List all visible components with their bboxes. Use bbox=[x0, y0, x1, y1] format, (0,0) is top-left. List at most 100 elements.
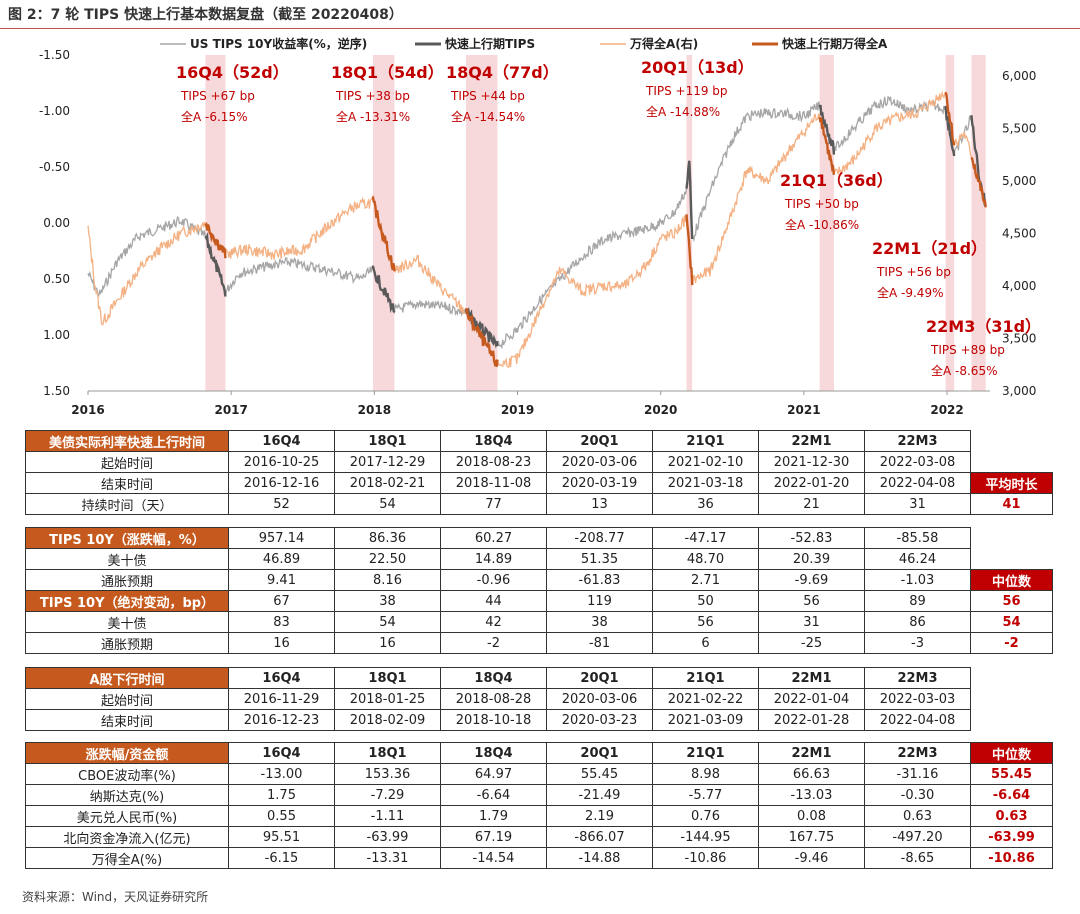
cell: -208.77 bbox=[546, 527, 653, 549]
cell: 67.19 bbox=[440, 826, 547, 848]
cell: -7.29 bbox=[334, 784, 441, 806]
period-col: 16Q4 bbox=[228, 667, 335, 689]
period-col: 18Q4 bbox=[440, 742, 547, 764]
tips-bp-header: TIPS 10Y（绝对变动，bp） bbox=[25, 590, 229, 612]
table3-header: A股下行时间 bbox=[25, 667, 229, 689]
annotation-title: 16Q4（52d） bbox=[176, 63, 289, 82]
wande-fast-segment bbox=[970, 156, 987, 208]
cell: -61.83 bbox=[546, 569, 653, 591]
table-row: 通胀预期 16 16 -2 -81 6 -25 -3 -2 bbox=[25, 632, 1053, 654]
cell: 957.14 bbox=[228, 527, 335, 549]
cell: -6.15 bbox=[228, 847, 335, 869]
cell: 9.41 bbox=[228, 569, 335, 591]
cell: 2016-10-25 bbox=[228, 451, 335, 473]
annotation-tips: TIPS +119 bp bbox=[645, 84, 728, 98]
cell: 2022-01-20 bbox=[758, 472, 865, 494]
shaded-period bbox=[372, 55, 395, 391]
x-tick-label: 2018 bbox=[358, 403, 391, 417]
cell: 2021-03-09 bbox=[652, 709, 759, 731]
cell: 167.75 bbox=[758, 826, 865, 848]
tips-fast-segment bbox=[371, 265, 396, 314]
table-row: 起始时间 2016-11-29 2018-01-25 2018-08-28 20… bbox=[25, 688, 971, 710]
period-col: 22M1 bbox=[758, 742, 865, 764]
cell: -25 bbox=[758, 632, 865, 654]
shaded-period bbox=[686, 55, 693, 391]
annotation-a-share: 全A -6.15% bbox=[181, 109, 247, 124]
annotation-tips: TIPS +67 bp bbox=[180, 89, 255, 103]
period-col: 20Q1 bbox=[546, 742, 653, 764]
cell: 2020-03-19 bbox=[546, 472, 653, 494]
table-row: 起始时间 2016-10-25 2017-12-29 2018-08-23 20… bbox=[25, 451, 1053, 473]
cell: 153.36 bbox=[334, 763, 441, 785]
source-note: 资料来源：Wind，天风证券研究所 bbox=[22, 890, 209, 904]
tips-pct-header: TIPS 10Y（涨跌幅，%） bbox=[25, 527, 229, 549]
cell: 52 bbox=[228, 493, 335, 515]
cell: -21.49 bbox=[546, 784, 653, 806]
cell: 2018-08-28 bbox=[440, 688, 547, 710]
cell: 2020-03-23 bbox=[546, 709, 653, 731]
median-header: 中位数 bbox=[970, 742, 1053, 764]
cell: 20.39 bbox=[758, 548, 865, 570]
cell: 60.27 bbox=[440, 527, 547, 549]
median-value: -10.86 bbox=[970, 847, 1053, 869]
period-col: 22M1 bbox=[758, 667, 865, 689]
median-value: 56 bbox=[970, 590, 1053, 612]
table-row: TIPS 10Y（绝对变动，bp） 67 38 44 119 50 56 89 … bbox=[25, 590, 1053, 612]
cell: -13.03 bbox=[758, 784, 865, 806]
row-label: CBOE波动率(%) bbox=[25, 763, 229, 785]
table-row: 持续时间（天） 52 54 77 13 36 21 31 41 bbox=[25, 493, 1053, 515]
row-label: 万得全A(%) bbox=[25, 847, 229, 869]
cell: 2018-08-23 bbox=[440, 451, 547, 473]
period-col: 22M1 bbox=[758, 430, 865, 452]
median-header: 中位数 bbox=[970, 569, 1053, 591]
period-col: 22M3 bbox=[864, 742, 971, 764]
y-right-tick-label: 3,500 bbox=[1002, 332, 1036, 346]
cell: -52.83 bbox=[758, 527, 865, 549]
annotation-title: 18Q1（54d） bbox=[331, 63, 444, 82]
cell: 2018-02-09 bbox=[334, 709, 441, 731]
cell: 2018-11-08 bbox=[440, 472, 547, 494]
cell: -47.17 bbox=[652, 527, 759, 549]
x-tick-label: 2020 bbox=[644, 403, 677, 417]
y-right-tick-label: 4,500 bbox=[1002, 227, 1036, 241]
cell: 95.51 bbox=[228, 826, 335, 848]
annotation-title: 21Q1（36d） bbox=[780, 171, 893, 190]
cell: 2020-03-06 bbox=[546, 688, 653, 710]
table-row: CBOE波动率(%) -13.00 153.36 64.97 55.45 8.9… bbox=[25, 763, 1053, 785]
cell: 36 bbox=[652, 493, 759, 515]
cell: 38 bbox=[546, 611, 653, 633]
cell: 44 bbox=[440, 590, 547, 612]
period-col: 21Q1 bbox=[652, 742, 759, 764]
cell: 50 bbox=[652, 590, 759, 612]
row-label: 起始时间 bbox=[25, 451, 229, 473]
tips-fast-segment bbox=[818, 104, 836, 155]
cell: 2021-02-10 bbox=[652, 451, 759, 473]
wande-fast-segment bbox=[685, 214, 694, 286]
annotation-a-share: 全A -10.86% bbox=[785, 217, 859, 232]
period-col: 22M3 bbox=[864, 667, 971, 689]
cell: -81 bbox=[546, 632, 653, 654]
cell: 86.36 bbox=[334, 527, 441, 549]
cell: 86 bbox=[864, 611, 971, 633]
wande-fast-segment bbox=[371, 196, 396, 272]
annotation-title: 22M3（31d） bbox=[926, 317, 1041, 336]
cell: 2018-02-21 bbox=[334, 472, 441, 494]
annotation-tips: TIPS +44 bp bbox=[450, 89, 525, 103]
row-label: 结束时间 bbox=[25, 709, 229, 731]
tips-series-line bbox=[87, 95, 987, 350]
table-row: 万得全A(%) -6.15 -13.31 -14.54 -14.88 -10.8… bbox=[25, 847, 1053, 869]
table-row: 美元兑人民币(%) 0.55 -1.11 1.79 2.19 0.76 0.08… bbox=[25, 805, 1053, 827]
period-col: 16Q4 bbox=[228, 430, 335, 452]
cell: 77 bbox=[440, 493, 547, 515]
cell: 1.79 bbox=[440, 805, 547, 827]
table-row: 通胀预期 9.41 8.16 -0.96 -61.83 2.71 -9.69 -… bbox=[25, 569, 1053, 591]
cell: 13 bbox=[546, 493, 653, 515]
cell: 2021-12-30 bbox=[758, 451, 865, 473]
row-label: 美十债 bbox=[25, 611, 229, 633]
x-tick-label: 2021 bbox=[787, 403, 820, 417]
table-row: 美十债 83 54 42 38 56 31 86 54 bbox=[25, 611, 1053, 633]
cell: -5.77 bbox=[652, 784, 759, 806]
tips-fast-segment bbox=[685, 160, 694, 239]
row-label: 持续时间（天） bbox=[25, 493, 229, 515]
table-row: 纳斯达克(%) 1.75 -7.29 -6.64 -21.49 -5.77 -1… bbox=[25, 784, 1053, 806]
